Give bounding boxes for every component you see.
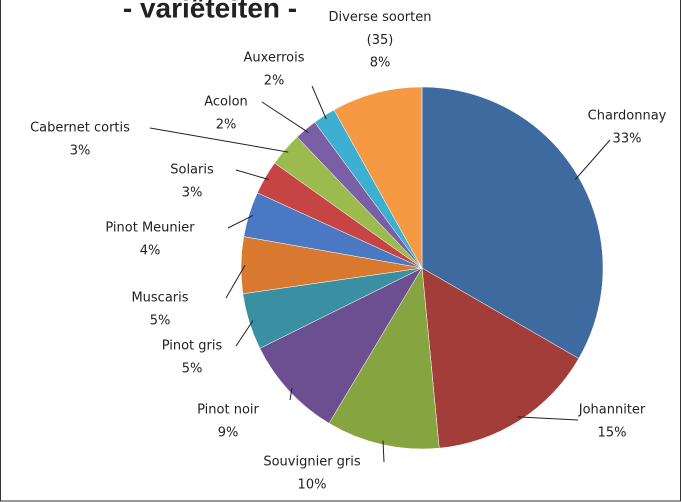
slice-label: Pinot gris	[162, 339, 223, 354]
slice-value-label: 3%	[182, 186, 203, 201]
slice-value-label: 9%	[218, 426, 239, 441]
leader-line	[261, 101, 309, 133]
leader-line	[382, 440, 385, 463]
slice-label: Souvignier gris	[263, 455, 361, 470]
slice-label: Muscaris	[131, 291, 188, 306]
slice-label: Johanniter	[578, 403, 646, 418]
slice-label: Diverse soorten (35)	[329, 10, 432, 48]
label-line: Diverse soorten	[329, 10, 432, 25]
slice-label: Pinot Meunier	[105, 221, 195, 236]
leader-line	[574, 139, 611, 180]
leader-line	[227, 214, 254, 229]
leader-line	[311, 85, 327, 120]
slice-value-label: 4%	[140, 244, 161, 259]
pie-slice	[421, 86, 604, 359]
leader-line	[517, 416, 579, 421]
slice-label: Solaris	[170, 163, 214, 178]
pie-slice	[328, 267, 440, 450]
slice-value-label: 3%	[70, 144, 91, 159]
slice-label: Acolon	[204, 95, 248, 110]
slice-label: Pinot noir	[197, 403, 259, 418]
leader-line	[235, 169, 269, 180]
pie-slice	[259, 267, 423, 424]
pie-slice	[421, 267, 580, 449]
leader-line	[289, 388, 293, 401]
leader-line	[225, 264, 246, 299]
slice-label: Cabernet cortis	[30, 121, 130, 136]
slice-value-label: 5%	[182, 362, 203, 377]
slice-value-label: 2%	[216, 118, 237, 133]
pie-slice	[333, 86, 423, 269]
label-line: (35)	[367, 33, 394, 48]
slice-value-label: 5%	[150, 314, 171, 329]
leader-line	[149, 127, 289, 153]
slice-value-label: 15%	[598, 426, 627, 441]
slice-label: Auxerrois	[244, 51, 305, 66]
slice-label: Chardonnay	[588, 109, 667, 124]
leader-line	[235, 320, 254, 347]
slice-value-label: 8%	[370, 56, 391, 71]
slice-value-label: 2%	[264, 74, 285, 89]
slice-value-label: 10%	[298, 478, 327, 493]
slice-value-label: 33%	[613, 132, 642, 147]
chart-title: - variëteiten -	[123, 0, 297, 23]
